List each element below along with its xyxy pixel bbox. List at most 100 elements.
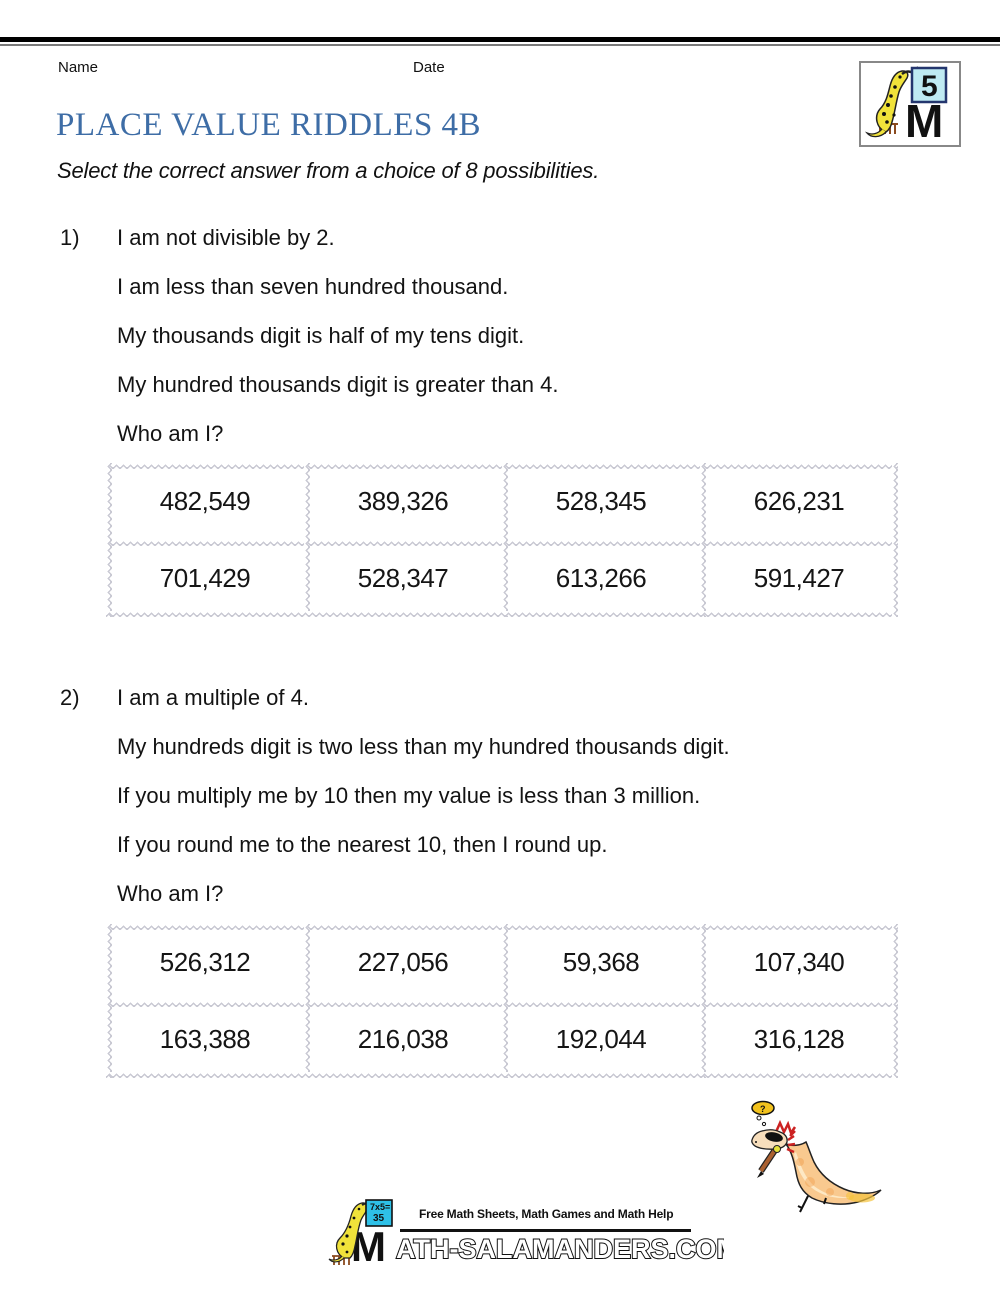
zigzag-border <box>106 540 304 546</box>
choice-cell[interactable]: 227,056 <box>304 924 502 1001</box>
choice-value: 163,388 <box>159 1024 251 1054</box>
page-title: PLACE VALUE RIDDLES 4B <box>56 107 482 143</box>
choice-value: 528,347 <box>357 563 449 593</box>
zigzag-border <box>304 540 502 546</box>
choice-cell[interactable]: 626,231 <box>700 463 898 540</box>
question-2: 2) I am a multiple of 4. My hundreds dig… <box>60 687 880 932</box>
zigzag-border <box>892 463 898 617</box>
choice-cell[interactable]: 528,347 <box>304 540 502 617</box>
choice-value: 227,056 <box>357 947 449 977</box>
choice-value: 316,128 <box>753 1024 845 1054</box>
zigzag-border <box>502 924 508 1001</box>
zigzag-border <box>700 1001 706 1078</box>
zigzag-border <box>700 540 898 546</box>
choice-value: 107,340 <box>753 947 845 977</box>
zigzag-border <box>304 463 310 540</box>
clue-line: I am a multiple of 4. <box>117 685 309 710</box>
answer-grid-2: 526,312 227,056 59,368 107,340 163,388 2… <box>106 924 898 1078</box>
choice-cell[interactable]: 482,549 <box>106 463 304 540</box>
choice-value: 626,231 <box>753 486 845 516</box>
clue-line: If you multiply me by 10 then my value i… <box>117 783 701 808</box>
zigzag-border <box>700 540 706 617</box>
zigzag-border <box>700 1001 898 1007</box>
question-1: 1) I am not divisible by 2. I am less th… <box>60 227 880 472</box>
zigzag-border <box>106 1001 304 1007</box>
choice-cell[interactable]: 701,429 <box>106 540 304 617</box>
zigzag-border <box>106 463 112 540</box>
salamander-badge-icon: M 5 <box>859 61 961 147</box>
zigzag-border <box>502 540 700 546</box>
date-label: Date <box>413 59 445 76</box>
zigzag-border <box>106 924 304 930</box>
zigzag-border <box>304 924 502 930</box>
zigzag-border <box>304 1001 310 1078</box>
choice-value: 701,429 <box>159 563 251 593</box>
zigzag-border <box>106 1001 112 1078</box>
choice-cell[interactable]: 528,345 <box>502 463 700 540</box>
clue-line: My thousands digit is half of my tens di… <box>117 323 525 348</box>
question-prompt: Who am I? <box>117 421 224 446</box>
thinking-salamander-illustration: ? <box>751 1100 882 1213</box>
zigzag-border <box>700 463 706 540</box>
zigzag-border <box>304 540 310 617</box>
choice-value: 59,368 <box>562 947 640 977</box>
answer-grid-1: 482,549 389,326 528,345 626,231 701,429 … <box>106 463 898 617</box>
choice-cell[interactable]: 316,128 <box>700 1001 898 1078</box>
choice-cell[interactable]: 526,312 <box>106 924 304 1001</box>
page-subtitle: Select the correct answer from a choice … <box>57 158 600 183</box>
thought-text: ? <box>760 1104 766 1114</box>
choice-value: 216,038 <box>357 1024 449 1054</box>
zigzag-border <box>106 924 112 1001</box>
question-prompt: Who am I? <box>117 881 224 906</box>
choice-cell[interactable]: 163,388 <box>106 1001 304 1078</box>
choice-cell[interactable]: 216,038 <box>304 1001 502 1078</box>
choice-value: 389,326 <box>357 486 449 516</box>
clue-line: I am less than seven hundred thousand. <box>117 274 509 299</box>
choice-value: 613,266 <box>555 563 647 593</box>
zigzag-border <box>502 1001 508 1078</box>
choice-cell[interactable]: 107,340 <box>700 924 898 1001</box>
zigzag-border <box>106 1072 898 1078</box>
choice-cell[interactable]: 389,326 <box>304 463 502 540</box>
footer-salamander-logo-icon: M 7x5= 35 <box>328 1199 393 1268</box>
top-border-thick <box>0 37 1000 42</box>
zigzag-border <box>700 463 898 469</box>
zigzag-border <box>106 611 898 617</box>
footer-divider <box>400 1229 691 1232</box>
clue-line: My hundred thousands digit is greater th… <box>117 372 559 397</box>
zigzag-border <box>892 924 898 1078</box>
choice-value: 591,427 <box>753 563 845 593</box>
choice-value: 526,312 <box>159 947 251 977</box>
choice-value: 528,345 <box>555 486 647 516</box>
zigzag-border <box>502 463 508 540</box>
board-line2: 35 <box>373 1213 385 1224</box>
brand-label: ATH-SALAMANDERS.COM <box>396 1234 724 1264</box>
choice-cell[interactable]: 192,044 <box>502 1001 700 1078</box>
zigzag-border <box>106 540 112 617</box>
zigzag-border <box>700 924 898 930</box>
choice-value: 482,549 <box>159 486 251 516</box>
footer-brand-text: ATH-SALAMANDERS.COM <box>395 1233 724 1265</box>
question-number: 2) <box>60 685 80 710</box>
choice-cell[interactable]: 613,266 <box>502 540 700 617</box>
name-label: Name <box>58 59 99 76</box>
zigzag-border <box>502 540 508 617</box>
zigzag-border <box>304 1001 502 1007</box>
zigzag-border <box>106 463 304 469</box>
zigzag-border <box>502 1001 700 1007</box>
clue-line: I am not divisible by 2. <box>117 225 335 250</box>
top-border-thin <box>0 44 1000 46</box>
clue-line: My hundreds digit is two less than my hu… <box>117 734 730 759</box>
zigzag-border <box>304 463 502 469</box>
choice-value: 192,044 <box>555 1024 647 1054</box>
question-number: 1) <box>60 225 80 250</box>
choice-cell[interactable]: 59,368 <box>502 924 700 1001</box>
zigzag-border <box>502 924 700 930</box>
zigzag-border <box>304 924 310 1001</box>
zigzag-border <box>502 463 700 469</box>
choice-cell[interactable]: 591,427 <box>700 540 898 617</box>
zigzag-border <box>700 924 706 1001</box>
board-line1: 7x5= <box>370 1202 390 1212</box>
badge-number: 5 <box>921 70 938 103</box>
